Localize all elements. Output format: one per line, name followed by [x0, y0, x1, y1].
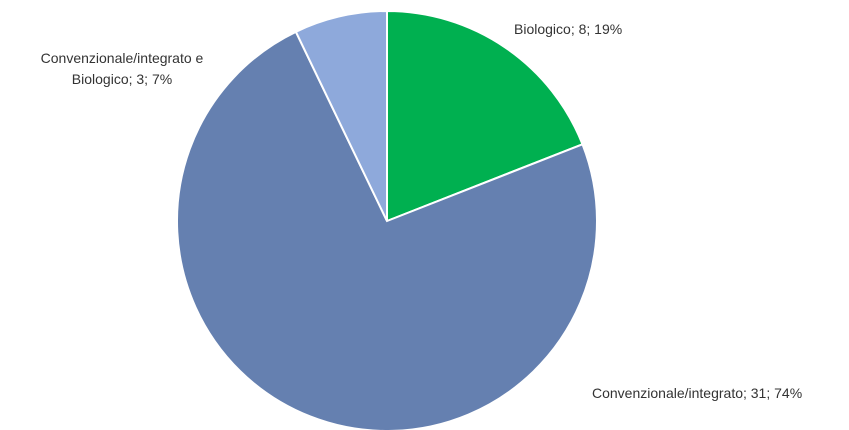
data-label-convenzionale-integrato-e-biologico: Convenzionale/integrato e Biologico; 3; 7…	[41, 50, 204, 87]
data-label-line: Biologico; 3; 7%	[72, 71, 172, 87]
pie-slice-convenzionale-integrato-e-biologico	[294, 9, 388, 222]
data-label-line: Convenzionale/integrato; 31; 74%	[592, 385, 802, 401]
data-label-line: Convenzionale/integrato e	[41, 50, 204, 66]
data-label-biologico: Biologico; 8; 19%	[514, 21, 622, 37]
data-label-convenzionale-integrato: Convenzionale/integrato; 31; 74%	[592, 385, 802, 401]
pie-slice-biologico	[386, 9, 584, 223]
data-label-line: Biologico; 8; 19%	[514, 21, 622, 37]
pie-slices	[176, 9, 598, 430]
pie-data-labels: Biologico; 8; 19% Convenzionale/integrato…	[41, 21, 802, 401]
pie-slice-convenzionale-integrato	[176, 30, 598, 430]
